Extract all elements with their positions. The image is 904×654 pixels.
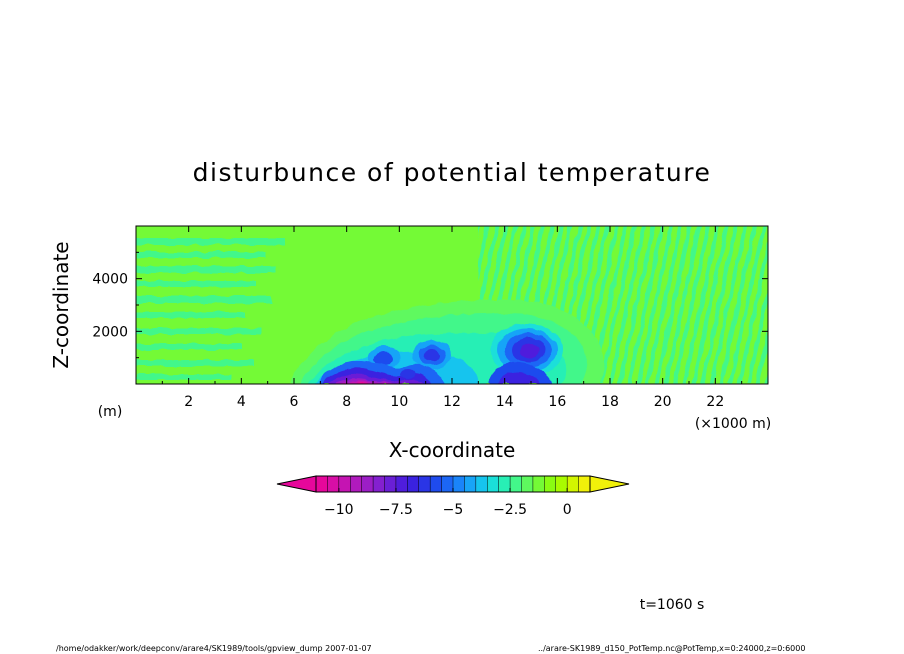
colorbar-cell <box>384 475 397 493</box>
colorbar-cell <box>327 475 340 493</box>
x-axis-label: X-coordinate <box>389 438 516 462</box>
x-tick-label: 12 <box>443 394 461 410</box>
colorbar-cell <box>475 475 488 493</box>
colorbar-cell <box>532 475 545 493</box>
colorbar-lower-arrow <box>276 475 317 493</box>
y-tick-label: 4000 <box>92 272 128 288</box>
x-tick-label: 18 <box>601 394 619 410</box>
x-tick-label: 22 <box>706 394 724 410</box>
colorbar-cell <box>407 475 420 493</box>
colorbar-cell <box>350 475 363 493</box>
colorbar-cell <box>464 475 477 493</box>
colorbar-cell <box>487 475 500 493</box>
colorbar-tick-label: −7.5 <box>379 502 413 518</box>
chart-title: disturbunce of potential temperature <box>193 158 712 187</box>
colorbar-cell <box>418 475 431 493</box>
x-tick-label: 20 <box>654 394 672 410</box>
heatmap-field <box>136 226 768 384</box>
colorbar-upper-arrow <box>589 475 630 493</box>
colorbar-cell <box>315 475 328 493</box>
colorbar-tick-label: −10 <box>324 502 354 518</box>
colorbar-cell <box>555 475 568 493</box>
colorbar-cell <box>498 475 511 493</box>
footer-left: /home/odakker/work/deepconv/arare4/SK198… <box>56 644 372 653</box>
colorbar-cell <box>452 475 465 493</box>
colorbar-cell <box>372 475 386 493</box>
footer-right: ../arare-SK1989_d150_PotTemp.nc@PotTemp,… <box>538 644 805 653</box>
x-unit-label: (×1000 m) <box>695 416 771 432</box>
colorbar-cell <box>544 475 557 493</box>
x-tick-label: 10 <box>390 394 408 410</box>
time-label: t=1060 s <box>640 597 705 613</box>
colorbar-cell <box>578 475 591 493</box>
colorbar-cell <box>395 475 408 493</box>
y-unit-label: (m) <box>98 404 123 420</box>
y-tick-label: 2000 <box>92 324 128 340</box>
colorbar-cell <box>338 475 351 493</box>
colorbar-cell <box>429 475 443 493</box>
x-tick-label: 16 <box>548 394 566 410</box>
colorbar-cell <box>441 475 454 493</box>
colorbar-cell <box>521 475 534 493</box>
y-axis: 2000 4000 <box>92 251 768 359</box>
left-layering <box>136 238 286 380</box>
x-axis: 2 4 6 8 10 12 14 16 18 20 22 <box>161 226 743 410</box>
colorbar: −10 −7.5 −5 −2.5 0 <box>276 475 630 518</box>
x-tick-label: 6 <box>290 394 299 410</box>
colorbar-tick-label: 0 <box>563 502 572 518</box>
x-tick-label: 14 <box>496 394 514 410</box>
colorbar-cell <box>566 475 580 493</box>
cold-pool <box>318 361 445 384</box>
colorbar-cell <box>509 475 523 493</box>
x-tick-label: 8 <box>342 394 351 410</box>
colorbar-cell <box>361 475 374 493</box>
colorbar-tick-label: −5 <box>443 502 464 518</box>
y-axis-label: Z-coordinate <box>49 241 73 368</box>
x-tick-label: 2 <box>184 394 193 410</box>
colorbar-tick-label: −2.5 <box>493 502 527 518</box>
x-tick-label: 4 <box>237 394 246 410</box>
